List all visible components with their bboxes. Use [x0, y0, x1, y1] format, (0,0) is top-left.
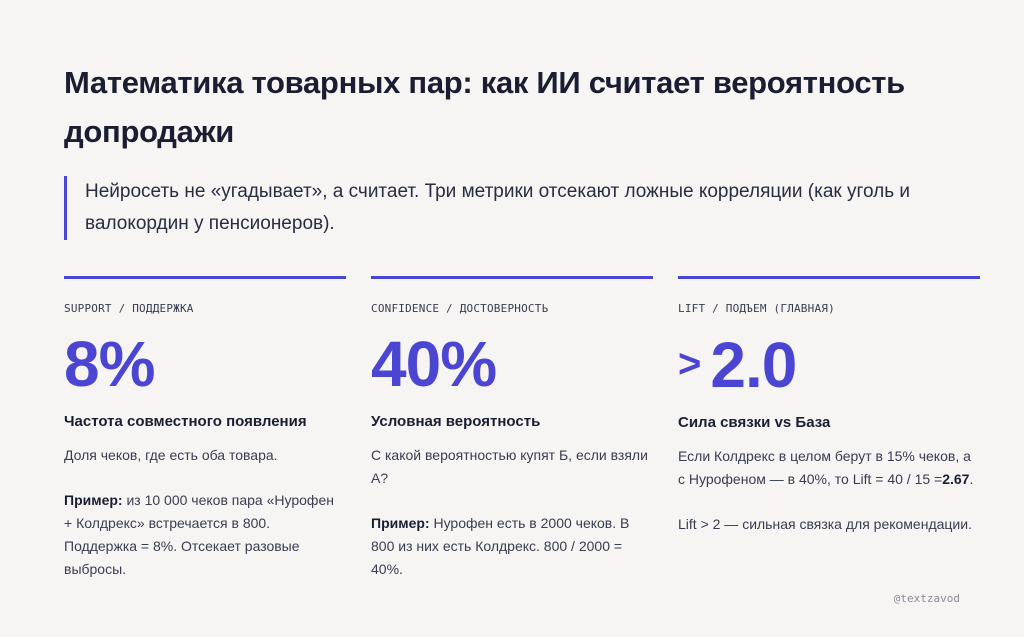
lead-quote: Нейросеть не «угадывает», а считает. Три… — [64, 176, 965, 240]
metric-description: Доля чеков, где есть оба товара. Пример:… — [64, 444, 346, 581]
example-text: Нурофен есть в 2000 чеков. В 800 из них … — [371, 515, 630, 577]
metric-note: Lift > 2 — сильная связка для рекомендац… — [678, 516, 972, 532]
metric-label: SUPPORT / ПОДДЕРЖКА — [64, 302, 194, 315]
metric-value-wrap: >2.0 — [678, 329, 980, 400]
example-text: из 10 000 чеков пара «Нурофен + Колдрекс… — [64, 492, 334, 577]
lift-result: 2.67 — [942, 471, 970, 487]
metric-subtitle: Частота совместного появления — [64, 413, 307, 430]
metric-lift: LIFT / ПОДЪЕМ (ГЛАВНАЯ) >2.0 Сила связки… — [678, 276, 980, 536]
lift-formula: Если Колдрекс в целом берут в 15% чеков,… — [678, 448, 971, 487]
metric-label: LIFT / ПОДЪЕМ (ГЛАВНАЯ) — [678, 302, 835, 315]
metric-description-text: С какой вероятностью купят Б, если взяли… — [371, 447, 648, 486]
page-title: Математика товарных пар: как ИИ считает … — [64, 65, 905, 149]
metric-value: 8% — [64, 328, 156, 400]
metric-description: Если Колдрекс в целом берут в 15% чеков,… — [678, 445, 980, 536]
example-label: Пример: — [371, 515, 430, 531]
metric-description: С какой вероятностью купят Б, если взяли… — [371, 444, 653, 581]
metric-example: Пример: Нурофен есть в 2000 чеков. В 800… — [371, 512, 653, 581]
metric-description-text: Если Колдрекс в целом берут в 15% чеков,… — [678, 445, 980, 491]
metric-value: 2.0 — [710, 329, 797, 401]
metric-example: Пример: из 10 000 чеков пара «Нурофен + … — [64, 489, 346, 581]
metric-value-prefix: > — [678, 342, 701, 386]
metric-label: CONFIDENCE / ДОСТОВЕРНОСТЬ — [371, 302, 549, 315]
metric-subtitle: Сила связки vs База — [678, 414, 831, 431]
metric-support: SUPPORT / ПОДДЕРЖКА 8% Частота совместно… — [64, 276, 346, 581]
lift-formula-end: . — [969, 471, 974, 487]
example-label: Пример: — [64, 492, 123, 508]
metric-confidence: CONFIDENCE / ДОСТОВЕРНОСТЬ 40% Условная … — [371, 276, 653, 581]
metric-value: 40% — [371, 328, 497, 400]
author-handle: @textzavod — [893, 592, 960, 605]
metric-subtitle: Условная вероятность — [371, 413, 541, 430]
metric-description-text: Доля чеков, где есть оба товара. — [64, 447, 278, 463]
